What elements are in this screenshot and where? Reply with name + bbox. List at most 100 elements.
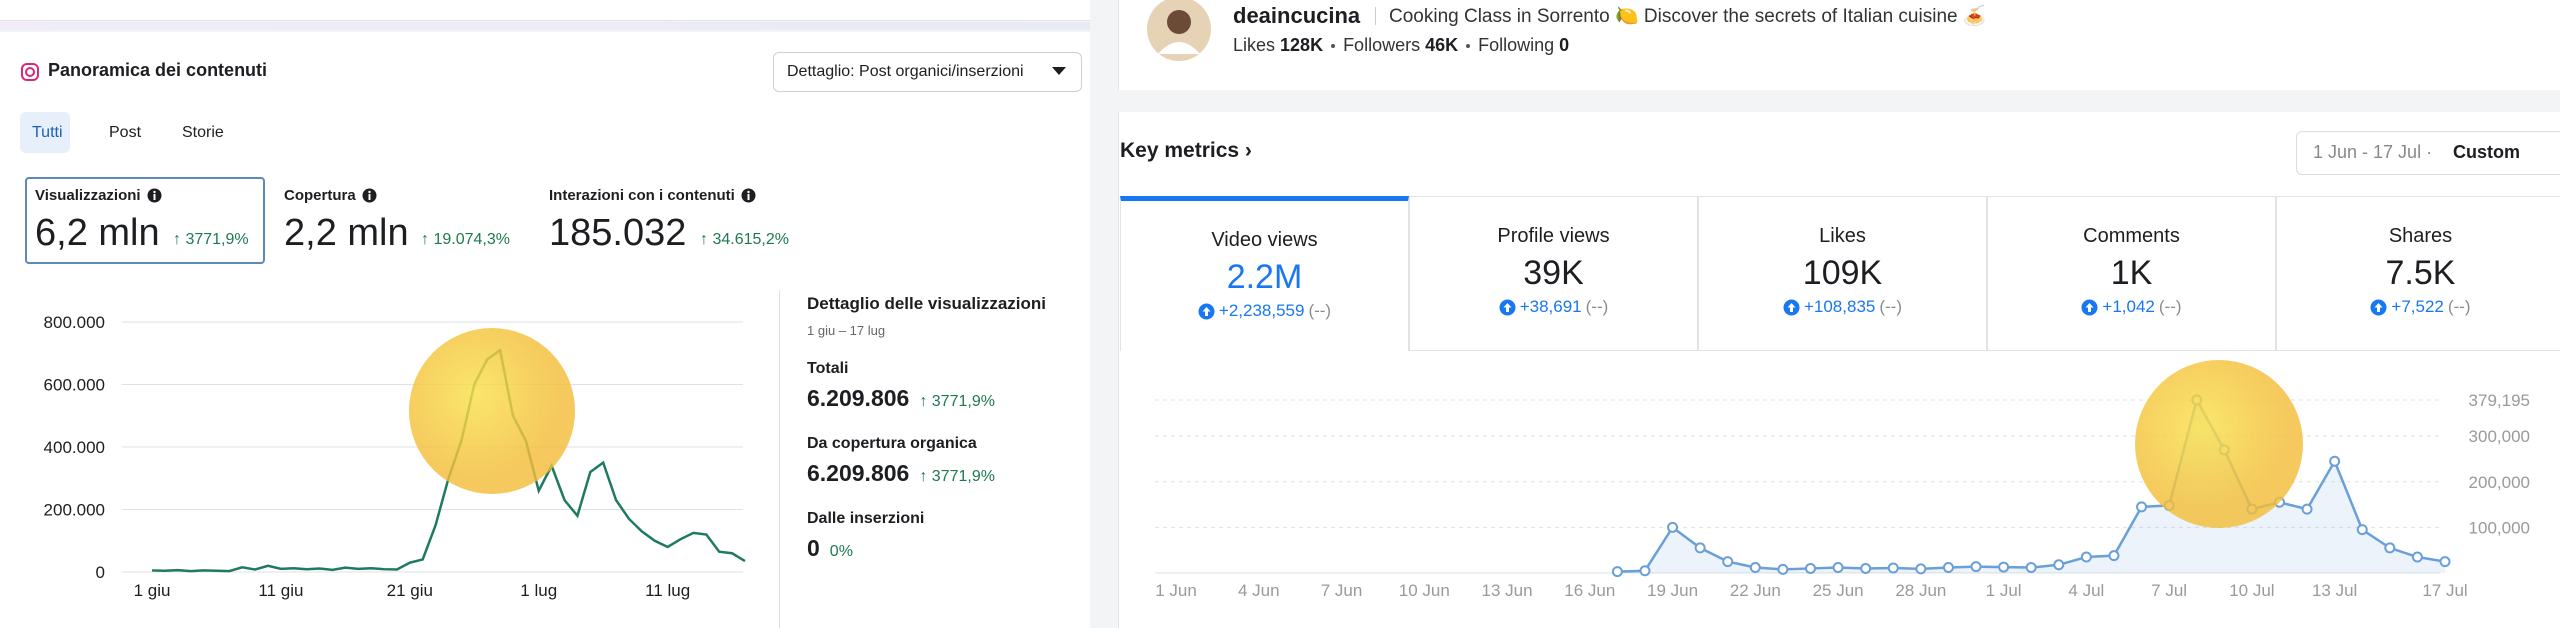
point xyxy=(1667,521,1679,533)
metric-tab-label: Video views xyxy=(1211,229,1318,251)
up-icon xyxy=(1499,299,1516,315)
point xyxy=(1915,563,1927,575)
bio: Cooking Class in Sorrento 🍋 Discover the… xyxy=(1389,6,1987,27)
x-tick-label: 17 Jul xyxy=(2422,581,2467,600)
x-tick-label: 13 Jun xyxy=(1482,581,1533,600)
metric-tab-change: +38,691 (--) xyxy=(1410,297,1697,317)
point xyxy=(2246,503,2258,515)
y-tick-label: 800.000 xyxy=(44,313,105,332)
point xyxy=(1777,563,1789,575)
y-tick-label: 600.000 xyxy=(44,376,105,395)
point xyxy=(2329,455,2341,467)
change-value: +2,238,559 xyxy=(1218,301,1305,320)
stat-value: 128K xyxy=(1280,35,1324,55)
point xyxy=(1694,542,1706,554)
dot xyxy=(1331,43,1336,48)
metric-tab[interactable]: Profile views 39K +38,691 (--) xyxy=(1409,196,1698,351)
point xyxy=(1887,562,1899,574)
point xyxy=(2384,542,2396,554)
x-tick-label: 28 Jun xyxy=(1895,581,1946,600)
tab[interactable]: Storie xyxy=(182,124,224,141)
stat-label: Following xyxy=(1478,35,1555,55)
metric-tab-value: 39K xyxy=(1523,254,1584,292)
metric-tab-value: 109K xyxy=(1802,254,1883,292)
top-card xyxy=(0,0,1090,21)
metric-tab[interactable]: Likes 109K +108,835 (--) xyxy=(1698,196,1987,351)
point xyxy=(1970,561,1982,573)
point xyxy=(1805,562,1816,574)
x-tick-label: 10 Jun xyxy=(1399,581,1450,600)
y-tick-label: 100,000 xyxy=(2469,518,2530,537)
up-icon xyxy=(2370,299,2387,315)
metric-tab-change: +1,042 (--) xyxy=(1988,297,2275,317)
tab[interactable]: Tutti xyxy=(32,124,63,141)
detail-label: Da copertura organica xyxy=(807,435,977,452)
tab[interactable]: Post xyxy=(109,124,142,141)
point xyxy=(1832,562,1844,574)
y-tick-label: 400.000 xyxy=(44,438,105,457)
x-tick-label: 21 giu xyxy=(387,581,433,600)
area xyxy=(1617,400,2445,573)
metric-value: 2,2 mln xyxy=(284,212,409,254)
metric-box[interactable] xyxy=(25,177,265,264)
x-tick-label: 1 Jun xyxy=(1155,581,1197,600)
x-tick-label: 1 lug xyxy=(520,581,557,600)
stats: Likes 128K Followers 46K Following 0 xyxy=(1233,35,1569,56)
date-range: 1 Jun - 17 Jul · xyxy=(2313,142,2433,162)
info-icon xyxy=(147,188,162,203)
change-compare: (--) xyxy=(2447,297,2471,316)
x-tick-label: 19 Jun xyxy=(1647,581,1698,600)
y-tick-label: 200.000 xyxy=(44,501,105,520)
point xyxy=(2080,551,2092,563)
metric-label: Copertura xyxy=(284,187,377,204)
x-tick-label: 4 Jul xyxy=(2068,581,2104,600)
point xyxy=(1998,561,2010,573)
metric-change: ↑ 3771,9% xyxy=(173,231,249,248)
change-value: +1,042 xyxy=(2102,297,2155,316)
metric-change: ↑ 34.615,2% xyxy=(700,231,789,248)
y-tick-label: 379,195 xyxy=(2469,391,2530,410)
metric-label: Interazioni con i contenuti xyxy=(549,187,756,204)
detail-title: Dettaglio delle visualizzazioni xyxy=(807,294,1046,313)
point xyxy=(1942,562,1954,574)
up-icon xyxy=(1783,299,1800,315)
point xyxy=(2163,499,2175,511)
section-title[interactable]: Key metrics › xyxy=(1120,139,1252,162)
point xyxy=(2191,394,2203,406)
dropdown-label[interactable]: Dettaglio: Post organici/inserzioni xyxy=(787,63,1024,80)
metric-tab-change: +2,238,559 (--) xyxy=(1121,301,1408,321)
detail-change: ↑ 3771,9% xyxy=(919,393,995,410)
metric-tab[interactable]: Video views 2.2M +2,238,559 (--) xyxy=(1120,196,1409,351)
info-icon xyxy=(362,188,377,203)
detail-label: Totali xyxy=(807,360,849,377)
point xyxy=(2218,444,2230,456)
point xyxy=(2301,503,2313,515)
x-tick-label: 25 Jun xyxy=(1813,581,1864,600)
date-picker[interactable] xyxy=(2296,131,2560,175)
profile-name: deaincucina xyxy=(1233,3,1361,28)
stat-label: Likes xyxy=(1233,35,1276,55)
detail-change: ↑ 3771,9% xyxy=(919,468,995,485)
detail-change: 0% xyxy=(829,543,853,560)
metric-change: ↑ 19.074,3% xyxy=(421,231,510,248)
point xyxy=(2356,524,2368,536)
metric-tab-value: 2.2M xyxy=(1226,258,1303,296)
up-icon xyxy=(1198,303,1215,319)
panel-title: Panoramica dei contenuti xyxy=(48,60,268,80)
stat-label: Followers xyxy=(1343,35,1421,55)
metric-tab[interactable]: Shares 7.5K +7,522 (--) xyxy=(2276,196,2560,351)
metric-tab-label: Shares xyxy=(2388,225,2453,247)
point xyxy=(2439,556,2451,568)
x-tick-label: 22 Jun xyxy=(1730,581,1781,600)
dropdown[interactable] xyxy=(773,52,1082,92)
y-tick-label: 0 xyxy=(96,563,105,582)
change-compare: (--) xyxy=(1308,301,1332,320)
metric-tab-label: Profile views xyxy=(1497,225,1610,247)
metric-label-text: Interazioni con i contenuti xyxy=(549,187,735,204)
point xyxy=(2273,496,2285,508)
caret xyxy=(1052,67,1066,75)
detail-value: 6.209.806 xyxy=(807,385,910,411)
y-tick-label: 200,000 xyxy=(2469,473,2530,492)
detail-value: 6.209.806 xyxy=(807,460,910,486)
metric-tab[interactable]: Comments 1K +1,042 (--) xyxy=(1987,196,2276,351)
